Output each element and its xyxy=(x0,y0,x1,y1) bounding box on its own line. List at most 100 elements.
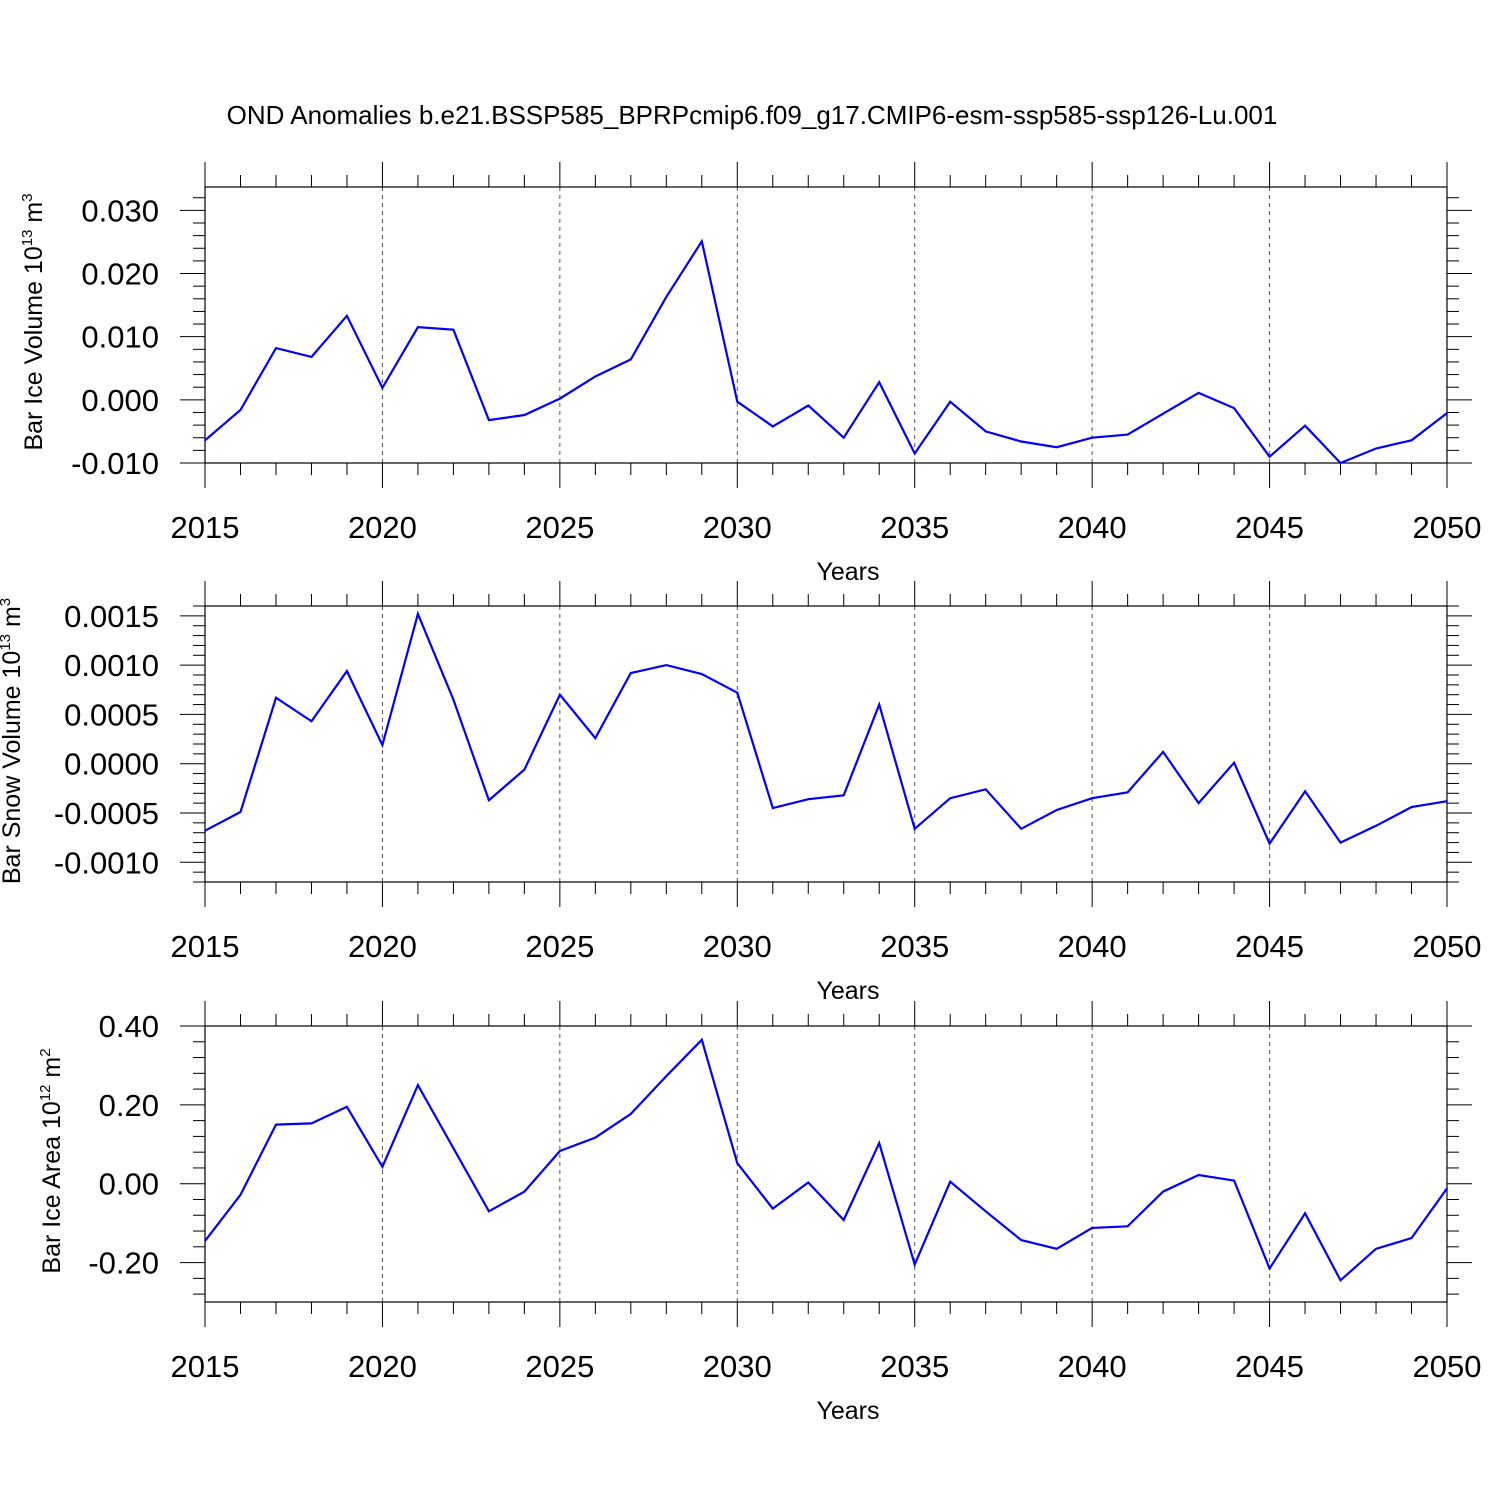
data-point xyxy=(275,696,277,699)
x-tick-label: 2035 xyxy=(880,929,949,964)
data-point xyxy=(452,698,455,701)
x-tick-label: 2020 xyxy=(348,929,417,964)
data-point xyxy=(523,1190,526,1193)
data-point xyxy=(523,414,526,416)
data-point xyxy=(1020,827,1022,830)
series-line xyxy=(204,1037,1448,1283)
data-point xyxy=(878,381,881,383)
data-point xyxy=(559,397,561,400)
y-tick-label: -0.0005 xyxy=(54,796,159,831)
y-axis-title-part: m xyxy=(38,1057,66,1085)
y-tick-label: 0.0005 xyxy=(64,697,159,732)
data-point xyxy=(204,1240,206,1242)
x-tick-label: 2040 xyxy=(1058,929,1127,964)
data-point xyxy=(949,1180,951,1183)
chart-panel-1: -0.010 0.000 0.010 0.020 0.030 2015 2020 2025 20… xyxy=(19,162,1481,586)
x-tick-label: 2045 xyxy=(1235,510,1304,545)
y-axis-title-part: Bar Snow Volume 10 xyxy=(0,651,26,884)
data-point xyxy=(771,1207,774,1210)
y-tick-label: 0.00 xyxy=(99,1167,159,1202)
data-point xyxy=(878,703,881,706)
data-point xyxy=(417,1084,419,1086)
data-point xyxy=(807,798,810,800)
x-tick-label: 2050 xyxy=(1413,929,1482,964)
data-point xyxy=(630,672,632,674)
data-point xyxy=(913,1263,916,1266)
data-point xyxy=(452,1147,455,1150)
data-point xyxy=(1020,440,1022,443)
data-point xyxy=(1410,1237,1413,1239)
data-point xyxy=(523,768,526,771)
x-tick-label: 2040 xyxy=(1058,510,1127,545)
data-point xyxy=(949,400,951,403)
data-point xyxy=(771,425,774,428)
y-axis-title-superscript: 12 xyxy=(37,1085,54,1102)
data-point xyxy=(275,347,277,349)
data-point xyxy=(701,673,703,675)
data-point xyxy=(204,829,206,832)
data-point xyxy=(1162,1190,1164,1193)
x-tick-label: 2035 xyxy=(880,1349,949,1384)
x-tick-label: 2030 xyxy=(703,510,772,545)
y-tick-label: 0.020 xyxy=(81,257,159,292)
data-point xyxy=(346,670,348,672)
x-axis-title: Years xyxy=(816,1397,879,1425)
data-point xyxy=(1126,791,1129,794)
chart-panel-2: -0.0010 -0.0005 0.0000 0.0005 0.0010 0.0015 20… xyxy=(0,581,1481,1005)
x-tick-label: 2025 xyxy=(525,929,594,964)
data-point xyxy=(630,358,632,361)
data-point xyxy=(1091,797,1093,800)
data-point xyxy=(239,811,242,813)
y-axis-title-superscript: 3 xyxy=(0,598,14,606)
data-point xyxy=(807,404,810,407)
data-point xyxy=(1304,1212,1306,1215)
data-point xyxy=(346,1106,348,1108)
data-point xyxy=(1126,1225,1129,1228)
data-point xyxy=(417,613,419,615)
data-point xyxy=(1091,436,1093,439)
data-point xyxy=(417,326,419,329)
data-point xyxy=(239,409,242,411)
data-point xyxy=(1375,825,1377,827)
data-point xyxy=(310,1122,313,1125)
data-point xyxy=(204,439,206,442)
data-point xyxy=(1375,447,1377,450)
y-tick-label: 0.0015 xyxy=(64,599,159,634)
x-axis-title: Years xyxy=(816,558,879,586)
x-tick-label: 2045 xyxy=(1235,1349,1304,1384)
data-point xyxy=(736,1162,739,1165)
data-point xyxy=(1162,412,1164,415)
data-point xyxy=(452,328,455,331)
y-tick-label: -0.20 xyxy=(88,1246,159,1281)
data-point xyxy=(310,720,313,723)
data-point xyxy=(1233,407,1235,409)
data-point xyxy=(1410,806,1413,808)
data-point xyxy=(1339,1279,1342,1282)
data-point xyxy=(1339,841,1342,844)
data-point xyxy=(594,1136,597,1139)
data-point xyxy=(771,807,774,809)
data-point xyxy=(984,1210,987,1213)
x-tick-label: 2050 xyxy=(1413,1349,1482,1384)
data-point xyxy=(878,1142,881,1144)
data-point xyxy=(630,1113,632,1115)
data-point xyxy=(736,400,739,403)
data-point xyxy=(701,1039,703,1041)
data-point xyxy=(949,797,951,800)
y-axis-title-superscript: 2 xyxy=(37,1048,54,1056)
data-point xyxy=(381,744,384,746)
data-point xyxy=(1304,790,1306,793)
x-tick-label: 2030 xyxy=(703,929,772,964)
y-tick-label: 0.20 xyxy=(99,1088,159,1123)
y-axis-title: Bar Snow Volume 1013 m3 xyxy=(0,598,26,884)
data-point xyxy=(594,375,597,378)
data-point xyxy=(488,1210,490,1213)
data-point xyxy=(807,1181,810,1184)
x-tick-label: 2015 xyxy=(171,929,240,964)
y-tick-label: 0.0000 xyxy=(64,747,159,782)
x-tick-label: 2025 xyxy=(525,510,594,545)
data-point xyxy=(842,794,845,797)
data-point xyxy=(1197,392,1200,394)
